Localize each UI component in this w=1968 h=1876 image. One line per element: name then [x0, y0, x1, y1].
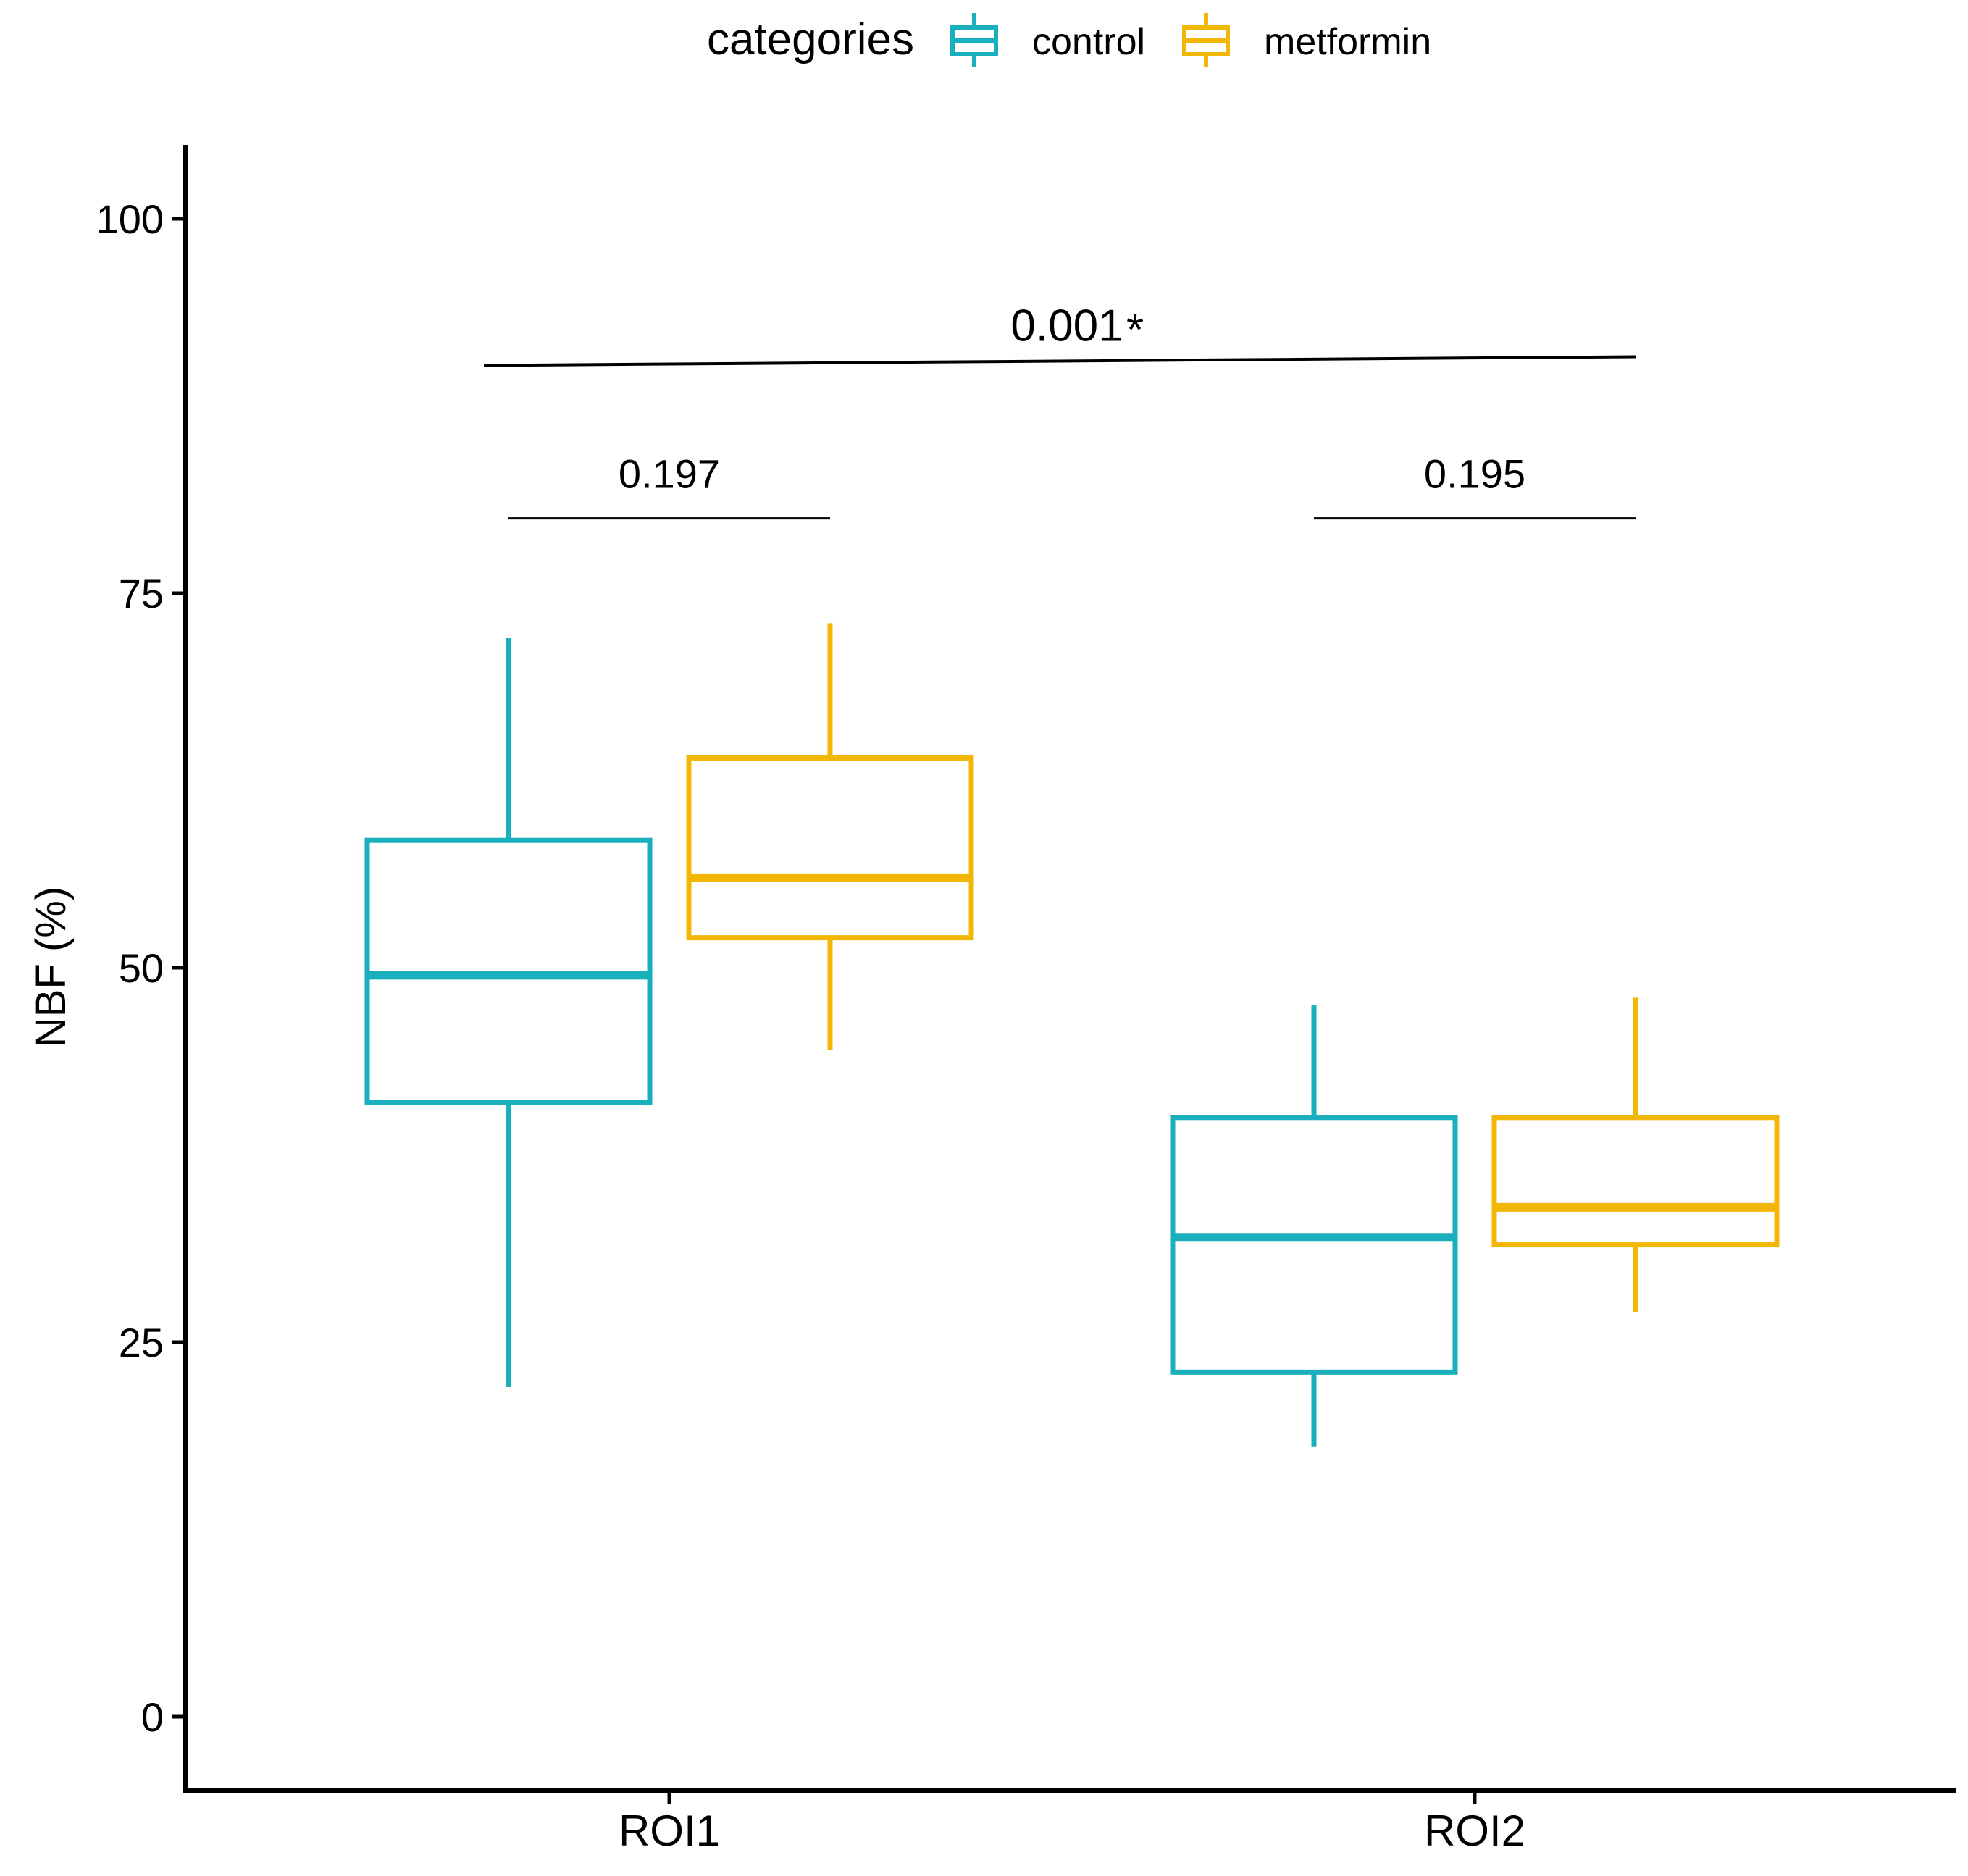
boxes [364, 623, 1780, 1447]
y-tick-label: 0 [141, 1694, 164, 1740]
legend: categories control metformin [707, 13, 1431, 67]
box-control-ROI1 [364, 638, 653, 1388]
annotation-line [483, 355, 1636, 367]
y-tick-label: 50 [119, 945, 164, 991]
legend-title: categories [707, 14, 914, 64]
annotation-1: 0.195 [1314, 451, 1636, 520]
annotation-label: 0.001 [1010, 301, 1123, 351]
y-axis-title: NBF (%) [28, 887, 75, 1047]
annotation-0: 0.197 [508, 451, 830, 520]
annotation-marker: * [1126, 305, 1144, 355]
x-tick-label: ROI2 [1424, 1806, 1525, 1855]
legend-key-control [950, 13, 998, 67]
box-iqr [1170, 1115, 1458, 1375]
legend-label-control: control [1032, 21, 1145, 63]
significance-annotations: 0.197 0.195 0.001 * [483, 301, 1636, 520]
annotation-label: 0.197 [619, 451, 720, 497]
x-tick-label: ROI1 [619, 1806, 720, 1855]
box-metformin-ROI2 [1491, 997, 1780, 1312]
legend-label-metformin: metformin [1264, 21, 1431, 63]
y-axis-ticks: 0 25 50 75 100 [96, 196, 185, 1740]
x-axis-ticks: ROI1 ROI2 [619, 1791, 1525, 1855]
y-tick-label: 75 [119, 571, 164, 616]
box-metformin-ROI1 [686, 623, 974, 1050]
annotation-label: 0.195 [1424, 451, 1525, 497]
box-iqr [1491, 1115, 1780, 1248]
y-tick-label: 100 [96, 196, 164, 242]
legend-key-metformin [1182, 13, 1230, 67]
y-tick-label: 25 [119, 1320, 164, 1365]
annotation-2: 0.001 * [483, 301, 1636, 367]
box-iqr [686, 755, 974, 941]
box-control-ROI2 [1170, 1005, 1458, 1447]
